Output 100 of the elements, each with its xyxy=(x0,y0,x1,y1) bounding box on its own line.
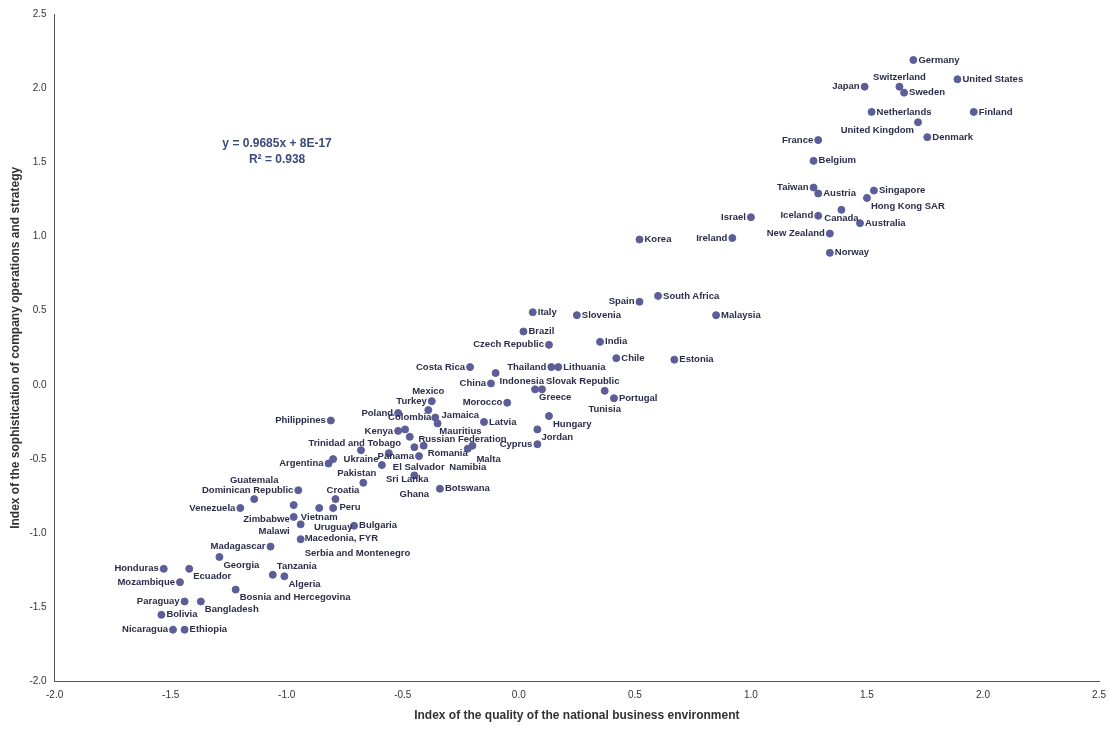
annotation: Italy xyxy=(537,305,558,317)
annotation: Algeria xyxy=(288,577,322,589)
x-tick-label: -2.0 xyxy=(46,689,64,701)
annotation: Venezuela xyxy=(189,501,237,513)
annotation: y = 0.9685x + 8E-17 xyxy=(222,135,333,150)
annotation: Latvia xyxy=(489,415,518,427)
annotation: Sri Lanka xyxy=(385,472,430,484)
annotation: Switzerland xyxy=(873,71,927,83)
annotation: Israel xyxy=(721,210,746,222)
annotation: Ghana xyxy=(399,488,430,500)
annotation: Thailand xyxy=(507,360,547,372)
annotation: Tunisia xyxy=(588,403,622,415)
y-tick-label: 0.0 xyxy=(32,378,48,390)
annotation: Botswana xyxy=(444,482,491,494)
annotation: Slovenia xyxy=(581,308,622,320)
annotation: Taiwan xyxy=(777,181,809,193)
annotation: Paraguay xyxy=(136,595,181,607)
annotation: Kenya xyxy=(364,424,394,436)
y-tick-label: -0.5 xyxy=(29,452,48,464)
annotation: Slovak Republic xyxy=(546,374,620,386)
annotation: Zimbabwe xyxy=(243,512,290,524)
y-tick-label: 2.0 xyxy=(32,81,48,93)
annotation: Canada xyxy=(824,212,860,224)
annotation: Ireland xyxy=(696,231,728,243)
annotation: Jordan xyxy=(541,431,574,443)
annotation: Bulgaria xyxy=(359,519,398,531)
annotation: Lithuania xyxy=(563,360,607,372)
annotation: Denmark xyxy=(932,130,974,142)
annotation: Iceland xyxy=(780,209,814,221)
annotation: Croatia xyxy=(326,484,361,496)
y-tick-label: 2.5 xyxy=(32,7,48,19)
annotation: Mexico xyxy=(412,384,445,396)
y-tick-label: 1.0 xyxy=(32,230,48,242)
annotation: New Zealand xyxy=(766,227,826,239)
annotation: Bolivia xyxy=(166,608,199,620)
annotation: Finland xyxy=(978,105,1013,117)
annotation: Honduras xyxy=(114,562,159,574)
annotation: Hungary xyxy=(552,417,593,429)
x-tick-label: -1.5 xyxy=(162,689,180,701)
annotation: Bangladesh xyxy=(204,603,259,615)
annotation: Ethiopia xyxy=(189,623,228,635)
y-tick-label: -2.0 xyxy=(29,675,48,687)
annotation: France xyxy=(782,133,814,145)
y-tick-label: -1.5 xyxy=(29,601,48,613)
annotation: Belgium xyxy=(818,154,857,166)
x-tick-label: 0.5 xyxy=(627,689,643,701)
x-axis-title: Index of the quality of the national business environment xyxy=(414,708,740,723)
annotation: Germany xyxy=(918,53,961,65)
annotation: Romania xyxy=(427,447,469,459)
annotation: Japan xyxy=(832,80,860,92)
annotation: Korea xyxy=(644,233,673,245)
annotation: China xyxy=(459,377,487,389)
annotation: Dominican Republic xyxy=(202,483,294,495)
annotation: Madagascar xyxy=(210,540,266,552)
y-tick-label: 1.5 xyxy=(32,156,48,168)
annotation: R² = 0.938 xyxy=(248,151,306,166)
annotation: Costa Rica xyxy=(415,360,466,372)
annotation: Portugal xyxy=(618,391,658,403)
annotation: Austria xyxy=(823,187,857,199)
annotation: Nicaragua xyxy=(122,623,169,635)
annotation: Morocco xyxy=(462,396,503,408)
annotation: Philippines xyxy=(275,414,326,426)
annotation: Spain xyxy=(608,295,635,307)
x-tick-label: 2.0 xyxy=(976,689,991,701)
annotation: Malawi xyxy=(258,524,290,536)
annotation: Jamaica xyxy=(441,409,480,421)
annotation: Ukraine xyxy=(343,452,379,464)
x-tick-label: 0.0 xyxy=(511,689,527,701)
annotation: Panama xyxy=(377,449,415,461)
annotation: India xyxy=(605,335,628,347)
x-tick-label: 1.0 xyxy=(743,689,759,701)
annotation: Malaysia xyxy=(721,308,762,320)
annotation: Australia xyxy=(864,216,907,228)
annotation: Georgia xyxy=(223,558,261,570)
x-tick-label: -0.5 xyxy=(394,689,412,701)
y-tick-label: -1.0 xyxy=(29,526,48,538)
annotation: Argentina xyxy=(279,457,325,469)
annotation: Singapore xyxy=(878,184,926,196)
annotation: Indonesia xyxy=(499,374,545,386)
annotation: Chile xyxy=(621,351,645,363)
x-tick-label: 1.5 xyxy=(860,689,875,701)
annotation: Guatemala xyxy=(229,473,280,485)
annotation: Vietnam xyxy=(300,510,338,522)
x-tick-label: -1.0 xyxy=(278,689,296,701)
annotation: Pakistan xyxy=(337,466,377,478)
annotation: Mozambique xyxy=(117,575,175,587)
annotation: Macedonia, FYR xyxy=(304,531,379,543)
annotation: Peru xyxy=(339,500,361,512)
annotation: Czech Republic xyxy=(473,338,544,350)
x-tick-label: 2.5 xyxy=(1092,689,1107,701)
annotation: Estonia xyxy=(679,353,715,365)
annotation: United States xyxy=(962,72,1024,84)
annotation: Netherlands xyxy=(876,105,932,117)
y-axis-title: Index of the sophistication of company operations and strategy xyxy=(7,166,22,529)
annotation: Tanzania xyxy=(276,560,318,572)
annotation: United Kingdom xyxy=(840,123,915,135)
y-tick-label: 0.5 xyxy=(32,304,48,316)
annotation: Bosnia and Hercegovina xyxy=(239,591,352,603)
annotation: Sweden xyxy=(909,86,946,98)
annotation: Ecuador xyxy=(193,570,232,582)
